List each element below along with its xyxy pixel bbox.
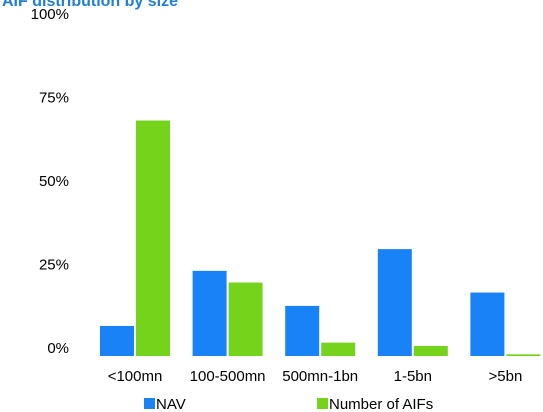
y-tick-label: 25% bbox=[39, 257, 69, 274]
bar-nav-3 bbox=[377, 249, 412, 356]
legend-swatch bbox=[144, 398, 155, 409]
bar-number-of-aifs-3 bbox=[413, 345, 448, 356]
chart-title: AIF distribution by size bbox=[2, 0, 179, 10]
legend-label: Number of AIFs bbox=[329, 396, 433, 412]
bar-number-of-aifs-2 bbox=[321, 342, 356, 356]
y-tick-label: 50% bbox=[39, 173, 69, 190]
bar-nav-4 bbox=[470, 292, 505, 356]
bar-number-of-aifs-4 bbox=[506, 354, 541, 356]
legend-swatch bbox=[317, 398, 328, 409]
x-axis: <100mn 100-500mn 500mn-1bn 1-5bn >5bn bbox=[108, 368, 523, 385]
legend-label: NAV bbox=[156, 396, 186, 412]
bar-number-of-aifs-1 bbox=[228, 282, 263, 356]
y-tick-label: 75% bbox=[39, 90, 69, 107]
bar-number-of-aifs-0 bbox=[136, 120, 170, 356]
y-tick-label: 0% bbox=[47, 340, 69, 357]
legend: NAV Number of AIFs bbox=[144, 396, 433, 412]
bar-nav-2 bbox=[285, 305, 320, 356]
x-tick-label: 500mn-1bn bbox=[282, 368, 358, 385]
x-tick-label: <100mn bbox=[108, 368, 163, 385]
x-tick-label: 100-500mn bbox=[190, 368, 266, 385]
bar-nav-0 bbox=[100, 325, 134, 356]
bar-nav-1 bbox=[192, 270, 227, 356]
bars bbox=[100, 120, 541, 356]
y-tick-label: 100% bbox=[31, 6, 69, 23]
x-tick-label: >5bn bbox=[489, 368, 523, 385]
x-tick-label: 1-5bn bbox=[394, 368, 432, 385]
y-axis: 0% 25% 50% 75% 100% bbox=[31, 6, 69, 357]
